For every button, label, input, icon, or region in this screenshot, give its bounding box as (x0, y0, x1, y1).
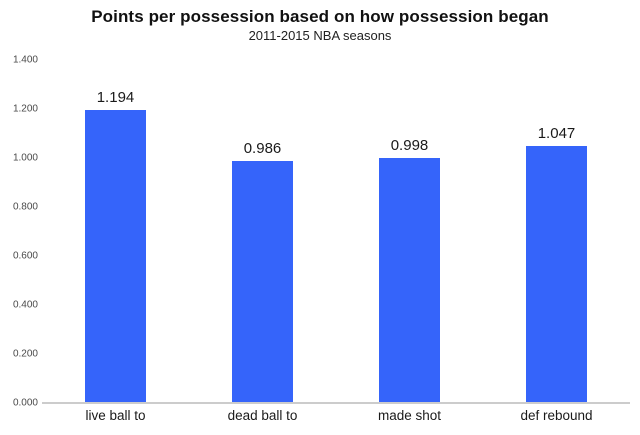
x-axis-line (42, 402, 630, 404)
bar (379, 158, 440, 402)
y-axis-tick-label: 1.400 (12, 54, 38, 66)
y-axis-tick-label: 0.800 (12, 201, 38, 213)
bar-value-label: 0.998 (390, 137, 429, 155)
bar (232, 161, 293, 402)
chart-title: Points per possession based on how posse… (91, 7, 549, 26)
bar (85, 110, 146, 402)
x-axis-label: def rebound (520, 408, 593, 423)
y-axis-tick-label: 1.200 (12, 103, 38, 115)
y-axis-tick-label: 0.600 (12, 250, 38, 262)
x-axis-label: dead ball to (227, 408, 298, 423)
bar-value-label: 1.194 (96, 89, 135, 107)
chart-subtitle: 2011-2015 NBA seasons (248, 28, 392, 43)
bar (526, 146, 587, 402)
y-axis-tick-label: 0.400 (12, 299, 38, 311)
y-axis-tick-label: 1.000 (12, 152, 38, 164)
bar-value-label: 0.986 (243, 140, 282, 158)
x-axis-label: live ball to (85, 408, 146, 423)
y-axis-tick-label: 0.200 (12, 348, 38, 360)
x-axis-label: made shot (377, 408, 442, 423)
bar-value-label: 1.047 (537, 125, 576, 143)
y-axis-tick-label: 0.000 (12, 397, 38, 409)
